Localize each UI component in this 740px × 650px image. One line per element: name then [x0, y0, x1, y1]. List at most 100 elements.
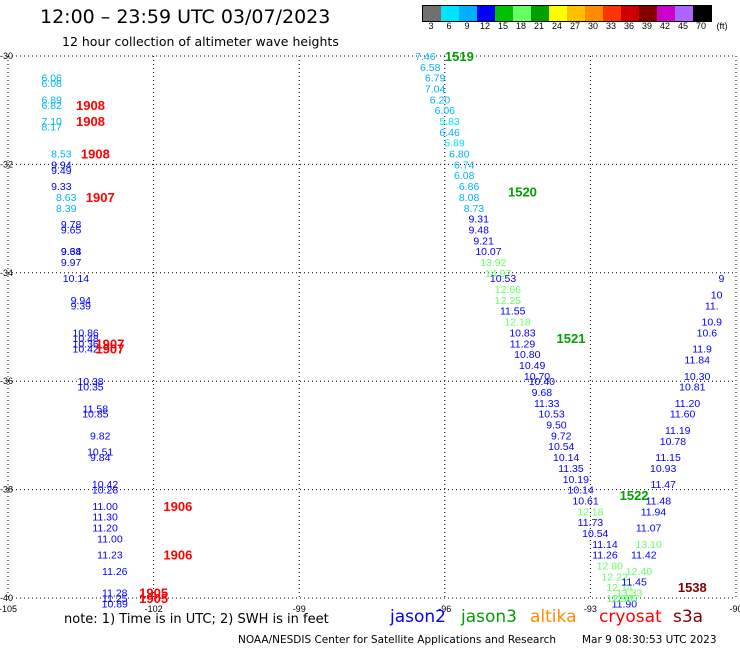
wave-height-label: 10 [711, 289, 723, 301]
wave-height-label: 11.00 [92, 501, 118, 513]
pass-time-label: 1907 [95, 336, 124, 351]
lon-tick-label: -96 [438, 604, 451, 614]
wave-height-label: 10.42 [73, 344, 99, 356]
wave-height-label: 9.33 [51, 181, 72, 193]
wave-height-label: 8.73 [464, 203, 485, 215]
lat-tick-label: -30 [0, 51, 13, 61]
wave-height-label: 11.33 [534, 398, 560, 410]
pass-time-label: 1538 [678, 580, 707, 595]
wave-height-label: 10.35 [77, 382, 103, 394]
wave-height-label: 10.53 [538, 409, 564, 421]
color-scale-label: 45 [677, 21, 688, 31]
color-swatch-9 [585, 6, 603, 21]
wave-height-label: 10.07 [475, 246, 501, 258]
wave-height-label: 12.25 [611, 593, 637, 605]
wave-height-label: 11.25 [102, 593, 128, 605]
color-swatch-7 [549, 6, 567, 21]
satellite-jason2: jason2 [390, 607, 446, 627]
color-scale-label: (ft) [716, 21, 728, 31]
page-subtitle: 12 hour collection of altimeter wave hei… [62, 34, 339, 49]
color-scale-label: 42 [659, 21, 670, 31]
wave-height-label: 10.49 [519, 360, 545, 372]
pass-time-label: 1906 [163, 548, 192, 563]
wave-height-label: 8.63 [56, 192, 77, 204]
wave-height-label: 8.53 [51, 149, 72, 161]
wave-height-label: 10.6 [697, 327, 718, 339]
wave-height-label: 10.80 [514, 349, 540, 361]
pass-time-label: 1521 [557, 331, 586, 346]
wave-height-label: 11.42 [631, 550, 657, 562]
wave-height-label: 10.48 [73, 333, 99, 345]
color-swatch-8 [567, 6, 585, 21]
wave-height-label: 6.89 [41, 94, 62, 106]
wave-height-label: 5.89 [444, 138, 465, 150]
color-scale-label: 12 [479, 21, 490, 31]
wave-height-label: 11.19 [665, 425, 691, 437]
wave-height-label: 11.90 [612, 598, 638, 610]
color-scale-label: 18 [515, 21, 526, 31]
wave-height-label: 9.84 [90, 452, 111, 464]
wave-height-label: 9.34 [61, 246, 82, 258]
satellite-altika: altika [530, 607, 577, 627]
wave-height-label: 6.08 [454, 170, 475, 182]
color-swatch-11 [621, 6, 639, 21]
wave-height-label: 10.30 [684, 371, 710, 383]
wave-height-label: 10.54 [582, 528, 608, 540]
credit-line: NOAA/NESDIS Center for Satellite Applica… [238, 634, 556, 646]
color-swatch-2 [459, 6, 477, 21]
wave-height-label: 7.46 [415, 51, 436, 63]
wave-height-label: 9.82 [90, 430, 111, 442]
wave-height-label: 11.48 [646, 495, 672, 507]
wave-height-label: 11.00 [97, 533, 123, 545]
wave-height-label: 11.29 [510, 338, 536, 350]
wave-height-label: 10.14 [63, 273, 89, 285]
pass-time-label: 1905 [139, 591, 168, 606]
wave-height-label: 11.60 [670, 409, 696, 421]
color-scale-bar [422, 5, 712, 22]
wave-height-label: 10.78 [660, 436, 686, 448]
wave-height-label: 10.38 [77, 376, 103, 388]
color-scale-label: 39 [641, 21, 652, 31]
wave-height-label: 11.23 [97, 550, 123, 562]
wave-height-label: 10.89 [102, 598, 128, 610]
wave-height-label: 11.26 [102, 566, 128, 578]
wave-height-label: 6.79 [425, 73, 446, 85]
wave-height-label: 7.10 [41, 116, 62, 128]
color-scale-label: 9 [464, 21, 470, 31]
pass-time-label: 1905 [139, 586, 168, 601]
wave-height-label: 9.94 [51, 159, 72, 171]
color-swatch-1 [441, 6, 459, 21]
wave-height-label: 13.92 [480, 257, 506, 269]
wave-height-label: 11.14 [592, 539, 618, 551]
wave-height-label: 12.25 [495, 295, 521, 307]
color-scale-label: 21 [533, 21, 544, 31]
wave-height-label: 5.83 [439, 116, 460, 128]
wave-height-label: 9.94 [71, 295, 92, 307]
wave-height-label: 9.97 [61, 257, 82, 269]
wave-height-label: 10.40 [529, 376, 555, 388]
wave-height-label: 10.70 [524, 371, 550, 383]
color-scale-label: 3 [428, 21, 434, 31]
lat-tick-label: -38 [0, 485, 13, 495]
lat-tick-label: -32 [0, 159, 13, 169]
wave-height-label: 11.73 [578, 517, 604, 529]
wave-height-label: 9.65 [61, 224, 82, 236]
lon-tick-label: -99 [293, 604, 306, 614]
wave-height-label: 12.14 [606, 582, 632, 594]
wave-height-label: 9.50 [546, 420, 567, 432]
wave-height-label: 12.90 [606, 593, 632, 605]
wave-height-label: 11.35 [558, 463, 584, 475]
lat-tick-label: -40 [0, 593, 13, 603]
color-scale-label: 33 [605, 21, 616, 31]
color-swatch-4 [495, 6, 513, 21]
wave-height-label: 9.21 [473, 235, 494, 247]
wave-height-label: 10.42 [92, 479, 118, 491]
wave-height-label: 6.08 [41, 78, 62, 90]
color-swatch-6 [531, 6, 549, 21]
wave-height-label: 11. [705, 300, 719, 312]
wave-height-label: 9.39 [71, 300, 92, 312]
wave-height-label: 11.94 [641, 506, 667, 518]
wave-height-label: 10.61 [572, 495, 598, 507]
satellite-cryosat: cryosat [599, 607, 662, 627]
